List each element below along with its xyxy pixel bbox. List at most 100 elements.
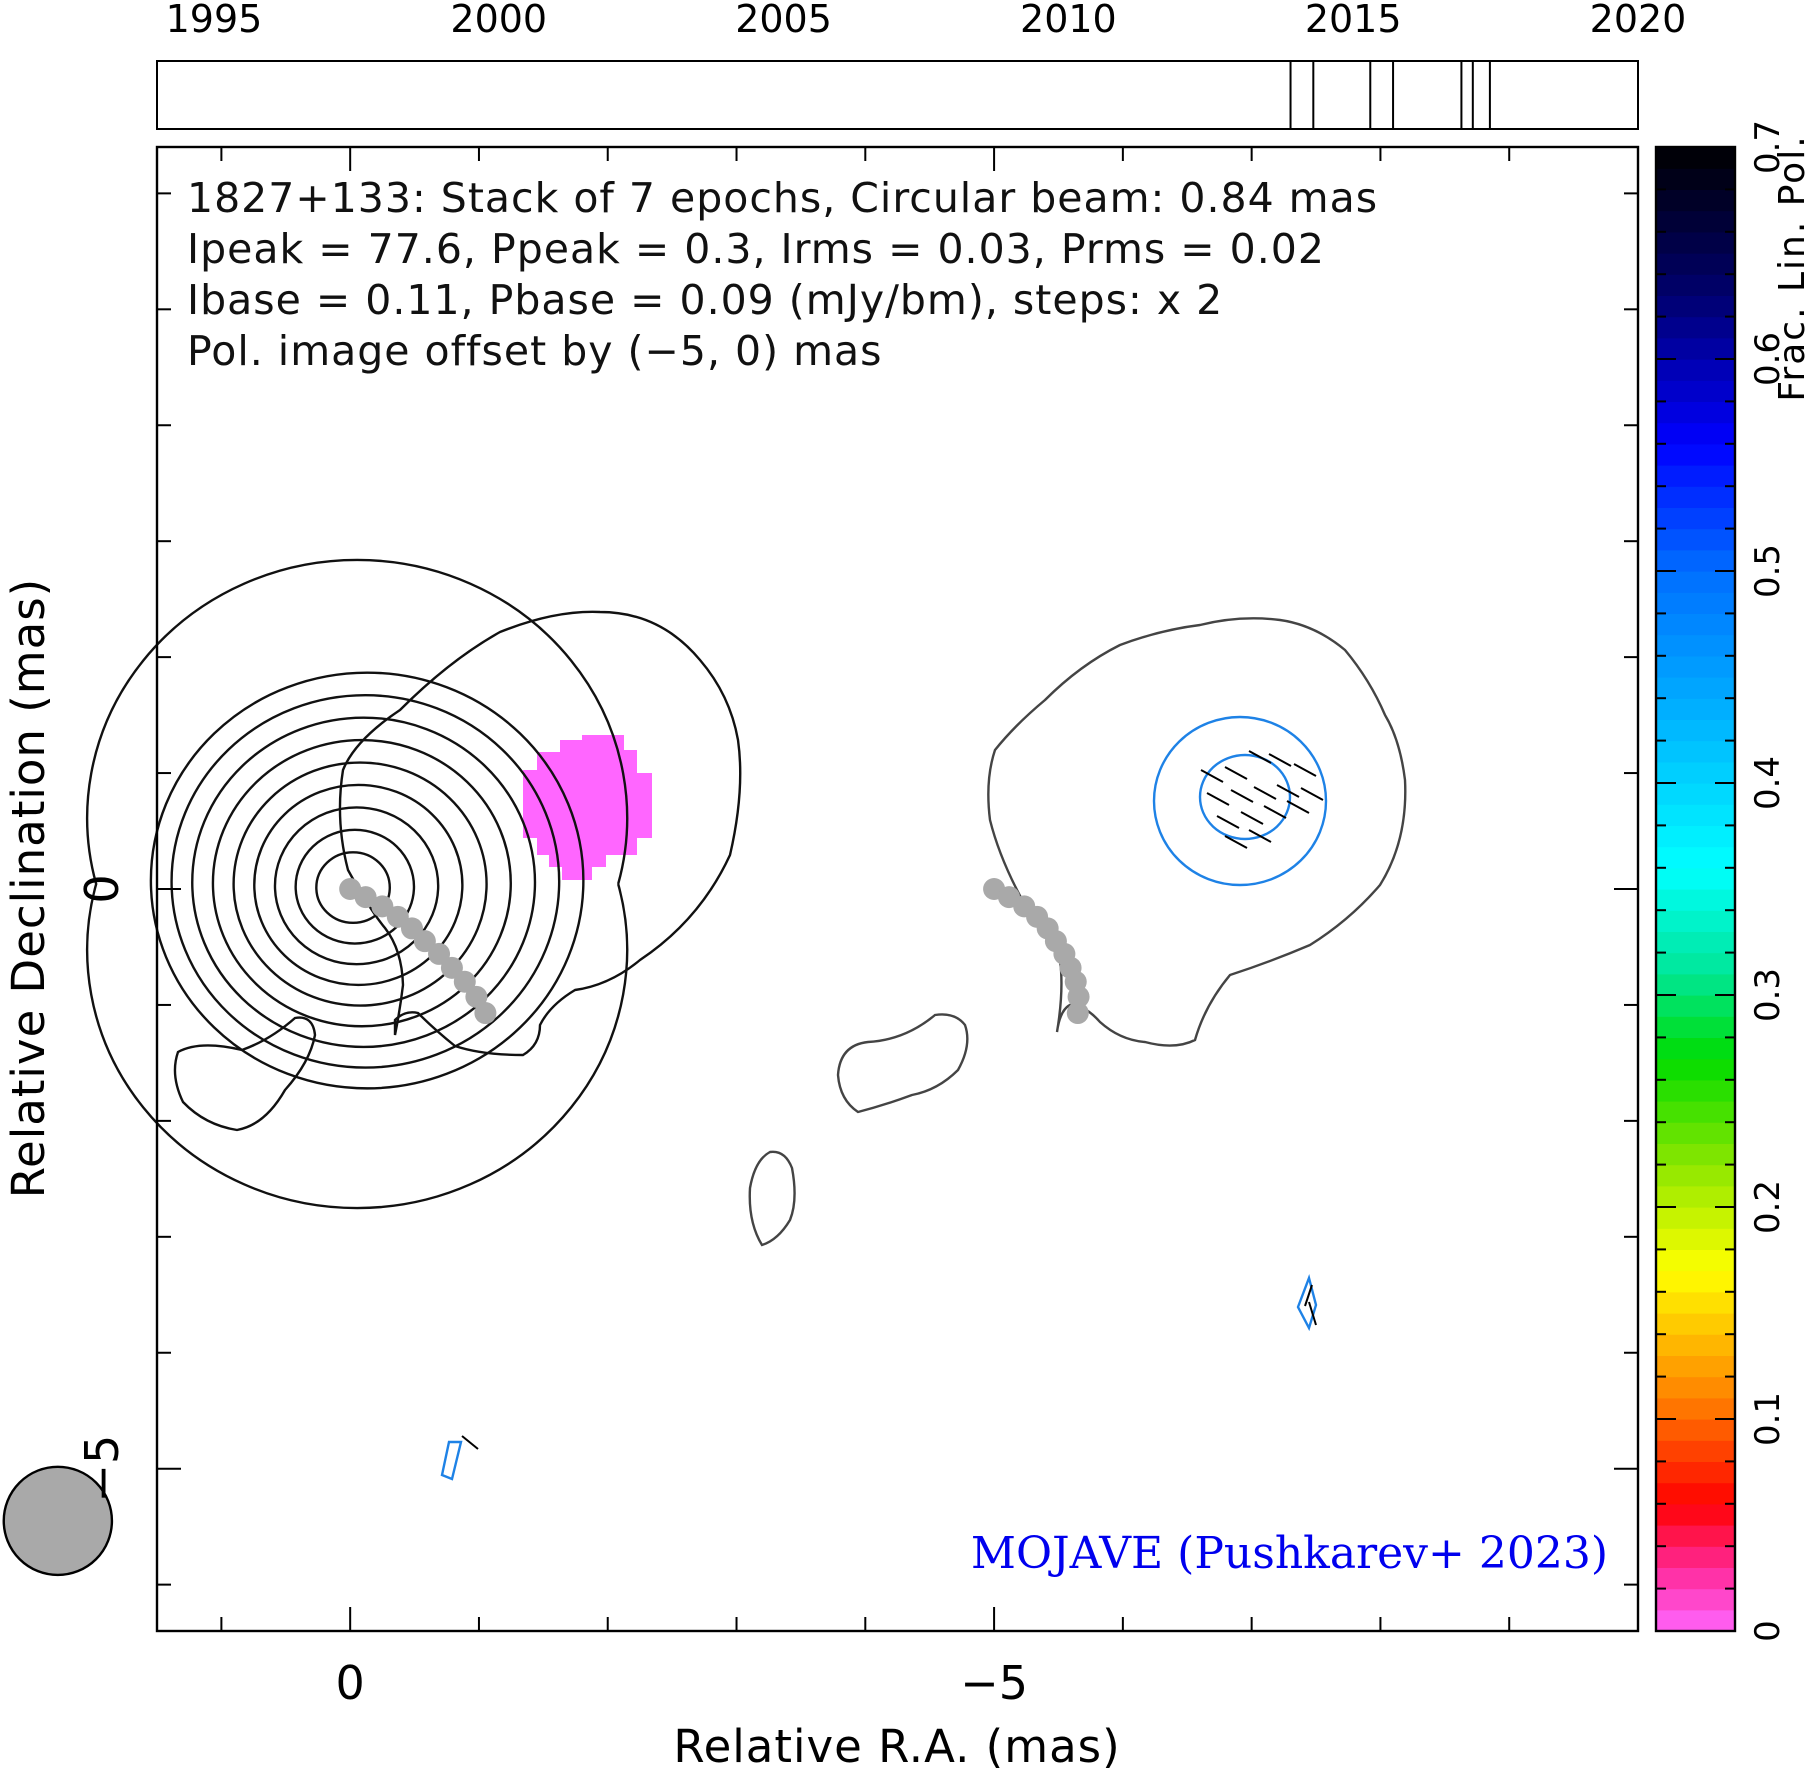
- colorbar-block: [1656, 1334, 1735, 1356]
- colorbar-block: [1656, 189, 1735, 212]
- colorbar-block: [1656, 761, 1735, 784]
- colorbar-block: [1656, 422, 1735, 445]
- intensity-contours: [85, 558, 1407, 1247]
- colorbar-block: [1656, 1525, 1735, 1547]
- colorbar-block: [1656, 634, 1735, 657]
- colorbar-block: [1656, 1249, 1735, 1272]
- colorbar-block: [1656, 783, 1735, 805]
- colorbar-block: [1656, 1291, 1735, 1314]
- jet-ridge-point: [465, 985, 488, 1008]
- colorbar-tick-label: 0.1: [1748, 1392, 1788, 1446]
- x-axis-label: Relative R.A. (mas): [673, 1720, 1120, 1773]
- colorbar-block: [1656, 1164, 1735, 1187]
- colorbar-block: [1656, 1503, 1735, 1526]
- colorbar-block: [1656, 825, 1735, 848]
- colorbar-block: [1656, 337, 1735, 360]
- jet-ridge-point-offset: [1067, 985, 1090, 1008]
- info-line-source: 1827+133: Stack of 7 epochs, Circular be…: [187, 174, 1378, 222]
- colorbar-block: [1656, 1143, 1735, 1166]
- jet-ridge-line: [339, 878, 497, 1025]
- intensity-contour-blob-left: [173, 1016, 317, 1132]
- colorbar-block: [1656, 698, 1735, 720]
- colorbar-block: [1656, 867, 1735, 890]
- jet-ridge-point-offset: [1066, 1002, 1089, 1025]
- evpa-tick: [1276, 784, 1300, 798]
- colorbar: 0 0.1 0.2 0.3 0.4 0.5 0.6 0.7 Frac. Lin. Pol.: [1654, 120, 1813, 1642]
- colorbar-block: [1656, 677, 1735, 699]
- evpa-tick: [1308, 1301, 1317, 1326]
- colorbar-tick-label: 0.6: [1748, 332, 1788, 386]
- colorbar-block: [1656, 443, 1735, 466]
- x-tick-label: 0: [336, 1656, 365, 1710]
- colorbar-block: [1656, 1122, 1735, 1144]
- x-tick-label: −5: [960, 1656, 1028, 1710]
- colorbar-block: [1656, 507, 1735, 530]
- info-line-base: Ibase = 0.11, Pbase = 0.09 (mJy/bm), ste…: [187, 276, 1223, 324]
- colorbar-tick-labels: 0 0.1 0.2 0.3 0.4 0.5 0.6 0.7: [1748, 120, 1788, 1642]
- colorbar-block: [1656, 1376, 1735, 1399]
- timeline-tick-label: 2010: [1020, 0, 1117, 41]
- colorbar-block: [1656, 1397, 1735, 1420]
- evpa-tick: [1240, 811, 1264, 825]
- colorbar-block: [1656, 1313, 1735, 1335]
- colorbar-block: [1656, 1609, 1735, 1632]
- colorbar-block: [1656, 613, 1735, 636]
- colorbar-block: [1656, 973, 1735, 996]
- colorbar-block: [1656, 295, 1735, 318]
- jet-ridge-point: [371, 895, 394, 918]
- map-tick-labels: 0 −5 0 −5: [75, 874, 1028, 1710]
- colorbar-block: [1656, 1016, 1735, 1038]
- evpa-tick: [1300, 787, 1324, 801]
- colorbar-tick-label: 0.3: [1748, 968, 1788, 1022]
- evpa-tick: [1293, 763, 1317, 777]
- timeline-epoch-markers: [1289, 61, 1491, 129]
- intensity-contour-outer: [338, 610, 742, 1057]
- info-line-peaks: Ipeak = 77.6, Ppeak = 0.3, Irms = 0.03, …: [187, 225, 1325, 273]
- y-axis-label: Relative Declination (mas): [2, 578, 55, 1198]
- colorbar-block: [1656, 931, 1735, 954]
- colorbar-block: [1656, 740, 1735, 763]
- evpa-tick: [1253, 786, 1277, 800]
- colorbar-block: [1656, 910, 1735, 932]
- timeline-tick-label: 2000: [450, 0, 547, 41]
- jet-ridge-line-offset: [983, 878, 1090, 1025]
- colorbar-block: [1656, 719, 1735, 742]
- colorbar-tick-label: 0.7: [1748, 120, 1788, 174]
- colorbar-block: [1656, 1482, 1735, 1505]
- colorbar-block: [1656, 1461, 1735, 1484]
- evpa-tick: [1248, 750, 1272, 764]
- timeline: 1995 2000 2005 2010 2015 2020: [156, 0, 1686, 130]
- colorbar-block: [1656, 995, 1735, 1017]
- colorbar-block: [1656, 380, 1735, 402]
- polarization-contour-outer: [1152, 715, 1328, 887]
- evpa-tick: [1216, 815, 1240, 829]
- colorbar-label: Frac. Lin. Pol.: [1772, 134, 1813, 401]
- colorbar-block: [1656, 1079, 1735, 1102]
- restoring-beam: [2, 1465, 114, 1577]
- colorbar-block: [1656, 1355, 1735, 1378]
- colorbar-block: [1656, 1228, 1735, 1250]
- intensity-contour-offset-outer: [987, 617, 1407, 1047]
- colorbar-block: [1656, 889, 1735, 911]
- colorbar-block: [1656, 168, 1735, 190]
- colorbar-block: [1656, 465, 1735, 487]
- colorbar-block: [1656, 655, 1735, 678]
- evpa-tick: [1286, 800, 1310, 814]
- mojave-credit: MOJAVE (Pushkarev+ 2023): [971, 1528, 1608, 1579]
- timeline-tick-label: 1995: [166, 0, 263, 41]
- colorbar-block: [1656, 486, 1735, 508]
- pol-offset-note: Pol. image offset by (−5, 0) mas: [187, 327, 883, 375]
- jet-ridge-point: [474, 1002, 497, 1025]
- colorbar-block: [1656, 231, 1735, 254]
- colorbar-ticks: [1656, 146, 1735, 1632]
- intensity-contours-inner: [85, 558, 629, 1210]
- colorbar-block: [1656, 401, 1735, 424]
- colorbar-block: [1656, 804, 1735, 826]
- colorbar-tick-label: 0: [1748, 1620, 1788, 1642]
- timeline-frame: [156, 60, 1639, 130]
- intensity-contour-offset-blob-mid: [748, 1150, 796, 1247]
- evpa-tick: [1224, 835, 1248, 849]
- polarization-contour-inner: [1198, 753, 1292, 841]
- colorbar-block: [1656, 1546, 1735, 1568]
- colorbar-block: [1656, 316, 1735, 339]
